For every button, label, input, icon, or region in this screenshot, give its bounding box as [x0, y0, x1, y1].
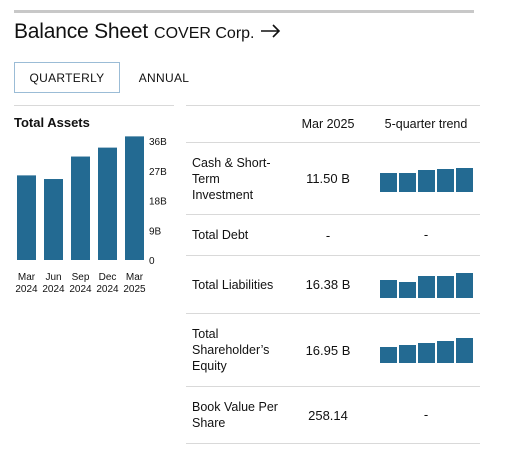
- trend-bar: [436, 341, 454, 363]
- trend-bar: [455, 272, 473, 298]
- chart-bar: [17, 175, 36, 260]
- column-header-period: Mar 2025: [284, 105, 372, 143]
- table-row: Cash & Short-Term Investment 11.50 B: [186, 142, 480, 215]
- x-tick-label: 2024: [42, 284, 65, 295]
- x-tick-label: 2024: [15, 284, 38, 295]
- chart-bar: [125, 136, 144, 260]
- trend-bar: [436, 168, 454, 192]
- table-header-row: Mar 2025 5-quarter trend: [186, 105, 480, 143]
- trend-bar: [379, 347, 397, 363]
- arrow-right-icon[interactable]: [259, 22, 283, 38]
- table-row: Total Debt - -: [186, 214, 480, 256]
- balance-table: Mar 2025 5-quarter trend Cash & Short-Te…: [186, 105, 480, 444]
- chart-bar: [98, 147, 117, 260]
- y-tick-label: 9B: [149, 226, 162, 237]
- x-tick-label: Sep: [72, 272, 90, 283]
- total-assets-chart: Mar2024Jun2024Sep2024Dec2024Mar202536B27…: [15, 136, 167, 295]
- chart-bar: [44, 179, 63, 260]
- row-value: -: [284, 214, 372, 256]
- company-name[interactable]: COVER Corp.: [154, 25, 255, 42]
- trend-bar: [398, 172, 416, 192]
- row-value: 16.38 B: [284, 255, 372, 314]
- tab-annual[interactable]: ANNUAL: [138, 70, 190, 85]
- row-label: Cash & Short-Term Investment: [186, 142, 284, 215]
- x-tick-label: Mar: [18, 272, 36, 283]
- x-tick-label: 2024: [96, 284, 119, 295]
- y-tick-label: 36B: [149, 137, 167, 148]
- trend-empty: -: [372, 214, 480, 256]
- x-tick-label: 2024: [69, 284, 92, 295]
- row-value: 258.14: [284, 386, 372, 444]
- trend-sparkline: [372, 142, 480, 215]
- column-header-trend: 5-quarter trend: [372, 105, 480, 143]
- x-tick-label: 2025: [123, 284, 146, 295]
- header: Balance Sheet COVER Corp.: [14, 20, 283, 44]
- row-label: Total Shareholder’s Equity: [186, 313, 284, 387]
- trend-bar: [398, 281, 416, 298]
- y-tick-label: 0: [149, 256, 155, 267]
- balance-table-wrap: Mar 2025 5-quarter trend Cash & Short-Te…: [186, 105, 480, 444]
- x-tick-label: Dec: [99, 272, 117, 283]
- chart-bar: [71, 156, 90, 260]
- table-row: Total Shareholder’s Equity 16.95 B: [186, 313, 480, 387]
- row-label: Book Value Per Share: [186, 386, 284, 444]
- row-value: 16.95 B: [284, 313, 372, 387]
- trend-bar: [379, 279, 397, 298]
- trend-bar: [417, 275, 435, 298]
- x-tick-label: Jun: [45, 272, 61, 283]
- trend-bar: [398, 345, 416, 363]
- divider: [14, 105, 174, 106]
- y-tick-label: 18B: [149, 197, 167, 208]
- trend-sparkline: [372, 313, 480, 387]
- chart-title: Total Assets: [14, 115, 90, 130]
- column-header-label: [186, 105, 284, 143]
- trend-bar: [455, 167, 473, 192]
- trend-bar: [417, 169, 435, 192]
- trend-bar: [417, 343, 435, 363]
- table-row: Total Liabilities 16.38 B: [186, 255, 480, 314]
- top-rule: [14, 10, 474, 13]
- trend-bar: [379, 172, 397, 192]
- table-row: Book Value Per Share 258.14 -: [186, 386, 480, 444]
- trend-sparkline: [372, 255, 480, 314]
- x-tick-label: Mar: [126, 272, 144, 283]
- trend-bar: [455, 338, 473, 363]
- tab-quarterly[interactable]: QUARTERLY: [14, 62, 120, 93]
- period-tabs: QUARTERLY ANNUAL: [14, 62, 208, 93]
- trend-dash: -: [423, 227, 429, 242]
- row-label: Total Debt: [186, 214, 284, 256]
- trend-dash: -: [423, 407, 429, 422]
- y-tick-label: 27B: [149, 167, 167, 178]
- trend-bar: [436, 275, 454, 298]
- trend-empty: -: [372, 386, 480, 444]
- page-title: Balance Sheet: [14, 20, 149, 43]
- row-label: Total Liabilities: [186, 255, 284, 314]
- row-value: 11.50 B: [284, 142, 372, 215]
